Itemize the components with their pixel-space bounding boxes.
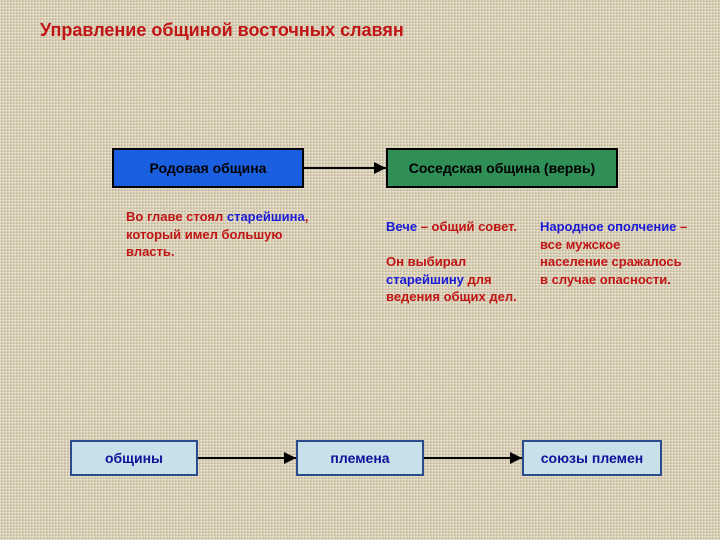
node-obshchiny: общины [70,440,198,476]
page-title-text: Управление общиной восточных славян [40,20,404,40]
node-sosedskaya-label: Соседская община (вервь) [409,160,595,176]
node-rodovaya: Родовая община [112,148,304,188]
arrow-rod-to-sos [304,162,386,174]
arrow-obsh-to-plem [198,452,296,464]
desc-veche: Вече – общий совет.Он выбирал старейшину… [386,218,526,306]
node-rodovaya-label: Родовая община [150,160,267,176]
node-plemena: племена [296,440,424,476]
node-soyuzy-label: союзы племен [541,450,643,466]
node-obshchiny-label: общины [105,450,163,466]
node-soyuzy: союзы племен [522,440,662,476]
desc-rodovaya: Во главе стоял старейшина, который имел … [126,208,316,261]
page-title: Управление общиной восточных славян [40,20,404,41]
node-plemena-label: племена [330,450,389,466]
desc-opolchenie: Народное ополчение – все мужское населен… [540,218,690,288]
arrow-plem-to-soyuz [424,452,522,464]
node-sosedskaya: Соседская община (вервь) [386,148,618,188]
